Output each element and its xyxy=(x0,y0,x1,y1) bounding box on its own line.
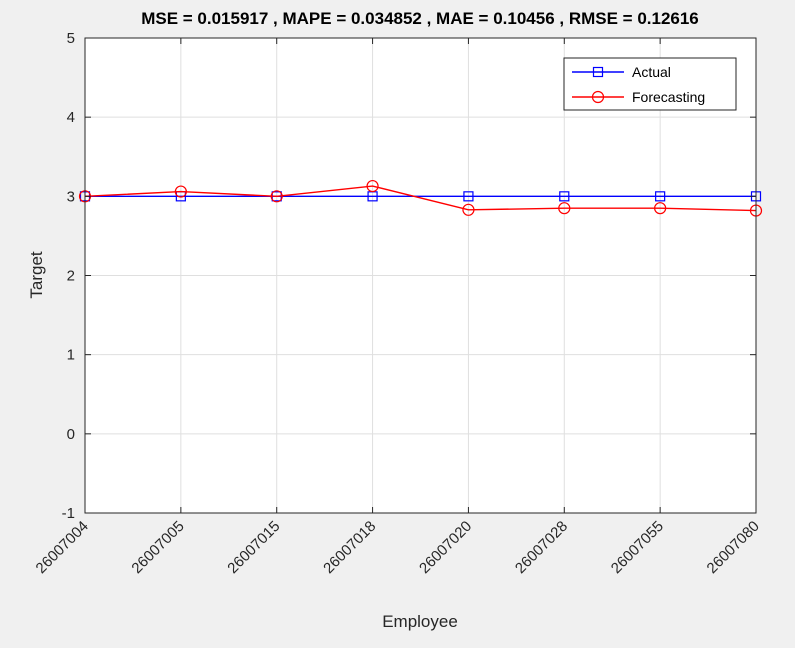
chart-title: MSE = 0.015917 , MAPE = 0.034852 , MAE =… xyxy=(141,9,699,28)
data-point-actual xyxy=(559,191,570,202)
data-point-actual xyxy=(463,191,474,202)
x-axis-label: Employee xyxy=(382,612,458,631)
legend-label-actual: Actual xyxy=(632,64,671,80)
y-tick-label: 1 xyxy=(67,347,75,364)
x-tick-label: 26007020 xyxy=(416,518,475,577)
data-point-forecasting xyxy=(462,203,475,216)
x-tick-label: 26007028 xyxy=(512,518,571,577)
y-axis-label: Target xyxy=(27,251,46,299)
x-tick-label: 26007055 xyxy=(608,518,667,577)
x-tick-label: 26007080 xyxy=(704,518,763,577)
data-point-forecasting xyxy=(558,202,571,215)
y-tick-label: 4 xyxy=(67,109,75,126)
legend-label-forecasting: Forecasting xyxy=(632,89,705,105)
y-tick-label: 3 xyxy=(67,188,75,205)
y-tick-label: 0 xyxy=(67,426,75,443)
y-tick-label: 5 xyxy=(67,30,75,47)
data-point-forecasting xyxy=(174,185,187,198)
data-point-forecasting xyxy=(366,179,379,193)
legend-marker-actual xyxy=(592,66,604,78)
legend-marker-forecasting xyxy=(591,90,605,104)
y-tick-label: 2 xyxy=(67,268,75,285)
data-point-forecasting xyxy=(270,190,283,203)
y-tick-label: -1 xyxy=(62,505,75,522)
legend: Actual Forecasting xyxy=(563,57,737,111)
legend-box xyxy=(563,57,737,111)
x-tick-label: 26007018 xyxy=(320,518,379,577)
x-tick-label: 26007004 xyxy=(33,518,92,577)
data-point-forecasting xyxy=(654,202,667,215)
series-line-forecasting xyxy=(84,185,757,212)
x-tick-label: 26007005 xyxy=(128,518,187,577)
data-point-actual xyxy=(655,191,666,202)
series-layer xyxy=(78,179,763,217)
x-tick-label: 26007015 xyxy=(224,518,283,577)
